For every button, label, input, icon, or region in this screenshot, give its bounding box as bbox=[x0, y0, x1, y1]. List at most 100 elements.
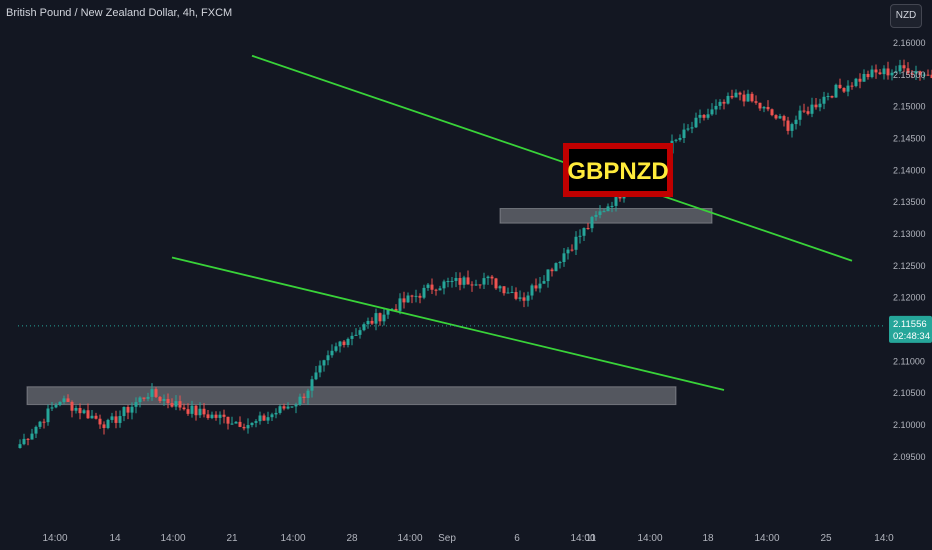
candle-body bbox=[162, 398, 166, 401]
candle-body bbox=[538, 283, 542, 289]
candle-body bbox=[450, 280, 454, 282]
candle-body bbox=[298, 396, 302, 405]
candle-body bbox=[706, 114, 710, 118]
chart-title: British Pound / New Zealand Dollar, 4h, … bbox=[6, 7, 233, 19]
candle-body bbox=[930, 74, 932, 79]
candle-body bbox=[138, 397, 142, 403]
candle-body bbox=[178, 401, 182, 408]
candle-body bbox=[606, 206, 610, 212]
sr-zone[interactable] bbox=[26, 386, 677, 406]
candle-body bbox=[814, 104, 818, 108]
candle-body bbox=[306, 390, 310, 398]
candle-body bbox=[478, 284, 482, 286]
candle-body bbox=[86, 410, 90, 419]
candle-body bbox=[778, 116, 782, 119]
candle-body bbox=[362, 324, 366, 331]
y-tick-label: 2.14000 bbox=[893, 165, 926, 175]
candle-body bbox=[286, 406, 290, 409]
candle-body bbox=[490, 276, 494, 279]
candle-body bbox=[310, 379, 314, 391]
symbol-label: GBPNZD bbox=[567, 158, 668, 185]
candle-body bbox=[466, 277, 470, 285]
y-tick-label: 2.12500 bbox=[893, 261, 926, 271]
x-tick-label: 14:0 bbox=[874, 533, 894, 544]
candle-body bbox=[798, 110, 802, 120]
candle-body bbox=[726, 95, 730, 104]
candle-body bbox=[746, 93, 750, 102]
candle-body bbox=[786, 120, 790, 131]
candle-body bbox=[334, 346, 338, 351]
y-tick-label: 2.10000 bbox=[893, 420, 926, 430]
y-tick-label: 2.15000 bbox=[893, 102, 926, 112]
candle-body bbox=[834, 84, 838, 98]
candle-body bbox=[430, 284, 434, 290]
x-tick-label: 14:00 bbox=[637, 533, 662, 544]
candle-body bbox=[782, 116, 786, 121]
candle-body bbox=[194, 405, 198, 416]
candle-body bbox=[514, 292, 518, 299]
candle-body bbox=[230, 423, 234, 425]
candle-body bbox=[78, 408, 82, 414]
candle-body bbox=[190, 405, 194, 414]
candle-body bbox=[750, 93, 754, 102]
candle-body bbox=[898, 65, 902, 72]
candle-body bbox=[74, 408, 78, 411]
candle-body bbox=[94, 415, 98, 419]
x-tick-label: Sep bbox=[438, 533, 456, 544]
x-tick-label: 25 bbox=[820, 533, 832, 544]
candle-body bbox=[182, 407, 186, 410]
candle-body bbox=[770, 109, 774, 116]
candle-body bbox=[918, 71, 922, 76]
candle-body bbox=[506, 292, 510, 294]
candle-body bbox=[734, 92, 738, 98]
candle-body bbox=[210, 414, 214, 418]
candle-body bbox=[850, 85, 854, 87]
candle-body bbox=[790, 124, 794, 131]
candle-body bbox=[554, 263, 558, 272]
candle-body bbox=[602, 211, 606, 213]
candle-body bbox=[322, 360, 326, 366]
candle-body bbox=[22, 438, 26, 445]
candle-body bbox=[274, 412, 278, 415]
x-tick-label: 11 bbox=[586, 533, 597, 544]
candle-body bbox=[410, 295, 414, 297]
candle-body bbox=[18, 444, 22, 448]
candle-body bbox=[42, 421, 46, 423]
candle-body bbox=[494, 278, 498, 289]
candle-body bbox=[226, 416, 230, 424]
countdown-timer: 02:48:34 bbox=[893, 331, 930, 342]
candle-body bbox=[242, 426, 246, 429]
candle-body bbox=[418, 295, 422, 298]
candle-body bbox=[690, 127, 694, 129]
candle-body bbox=[894, 71, 898, 73]
candle-body bbox=[234, 421, 238, 424]
sr-zone[interactable] bbox=[499, 208, 713, 224]
y-tick-label: 2.13500 bbox=[893, 197, 926, 207]
candle-body bbox=[526, 295, 530, 301]
candle-body bbox=[578, 235, 582, 237]
candle-body bbox=[810, 104, 814, 114]
candle-body bbox=[902, 65, 906, 69]
candle-body bbox=[422, 287, 426, 298]
candle-body bbox=[146, 396, 150, 399]
candle-body bbox=[710, 109, 714, 115]
x-tick-label: 14:00 bbox=[160, 533, 185, 544]
candle-body bbox=[102, 424, 106, 428]
candle-body bbox=[806, 111, 810, 114]
candle-body bbox=[822, 96, 826, 104]
x-tick-label: 14 bbox=[109, 533, 121, 544]
currency-button[interactable]: NZD bbox=[890, 4, 922, 28]
candle-body bbox=[498, 286, 502, 289]
candle-body bbox=[350, 335, 354, 339]
candle-body bbox=[154, 389, 158, 397]
candle-body bbox=[398, 298, 402, 311]
channel-upper-line[interactable] bbox=[251, 54, 853, 262]
channel-lower-line[interactable] bbox=[171, 256, 725, 391]
candle-body bbox=[54, 404, 58, 408]
candle-body bbox=[866, 73, 870, 78]
x-tick-label: 6 bbox=[514, 533, 520, 544]
last-price-tag[interactable] bbox=[889, 315, 932, 343]
candle-body bbox=[730, 95, 734, 98]
candle-body bbox=[694, 117, 698, 128]
